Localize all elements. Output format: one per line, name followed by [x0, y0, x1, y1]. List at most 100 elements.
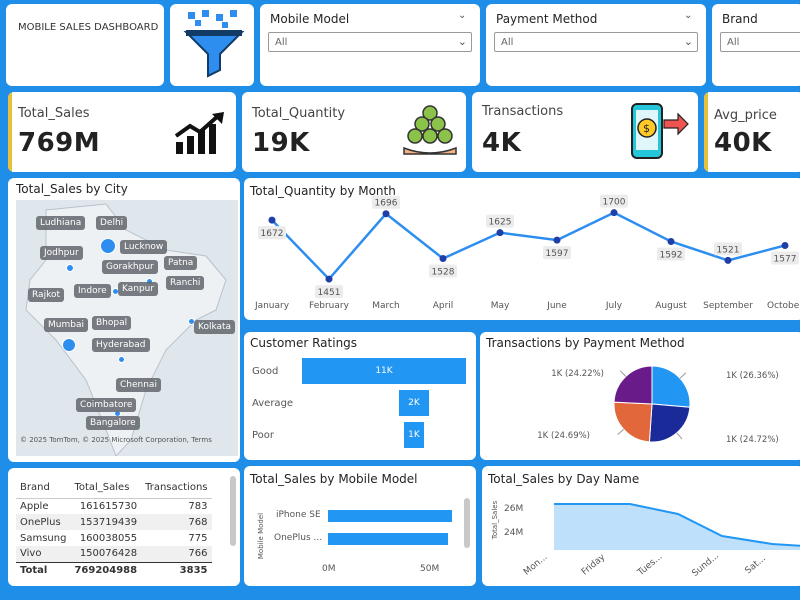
data-point[interactable]	[667, 237, 675, 245]
chart-scrollbar[interactable]	[464, 498, 470, 548]
map-bubble[interactable]	[66, 264, 74, 272]
chart-title: Total_Quantity by Month	[250, 184, 396, 198]
chevron-down-icon: ⌄	[683, 35, 693, 48]
bar[interactable]: 2K	[399, 390, 429, 416]
data-label-bg	[657, 247, 685, 261]
data-point[interactable]	[496, 229, 504, 237]
map-city-label: Rajkot	[28, 288, 64, 302]
brand-table: Brand Total_Sales Transactions Apple 161…	[16, 478, 212, 578]
slicer-value: All	[501, 37, 514, 48]
table-row[interactable]: Apple 161615730 783	[16, 498, 212, 514]
bar[interactable]	[328, 533, 448, 545]
kpi-label: Avg_price	[714, 108, 777, 123]
quantity-line-chart: 1672 January 1451 February 1696 March 1528 Apri…	[254, 194, 800, 311]
pie-slice[interactable]	[613, 401, 653, 443]
map-bubble[interactable]	[62, 338, 76, 352]
chevron-down-icon[interactable]: ⌄	[684, 10, 693, 21]
day-area-chart	[554, 503, 800, 550]
dashboard-title-card: MOBILE SALES DASHBOARD	[6, 4, 164, 86]
x-tick-label: September	[703, 301, 753, 311]
column-header[interactable]: Brand	[16, 478, 71, 499]
data-point[interactable]	[553, 236, 561, 244]
pie-slice[interactable]	[651, 365, 691, 408]
map-city-label: Delhi	[96, 216, 128, 230]
data-label: 1577	[774, 254, 797, 264]
slicer-title: Mobile Model	[270, 12, 350, 26]
x-tick-label: 50M	[420, 564, 440, 574]
bar[interactable]	[328, 510, 452, 522]
data-label-bg	[771, 251, 799, 265]
map-card[interactable]: Total_Sales by City Ludhiana Delhi Jodhp…	[8, 178, 240, 462]
data-point[interactable]	[724, 256, 732, 264]
slicer-brand[interactable]: Brand All	[712, 4, 800, 86]
map-city-label: Indore	[74, 284, 111, 298]
data-label: 1521	[717, 245, 740, 255]
leader-line	[679, 372, 687, 379]
table-cell: 150076428	[70, 546, 142, 562]
slicer-dropdown[interactable]: All ⌄	[268, 32, 472, 52]
chevron-down-icon: ⌄	[457, 35, 467, 48]
table-cell: Total	[16, 561, 71, 578]
data-point[interactable]	[610, 209, 618, 217]
funnel-icon	[183, 10, 245, 78]
map-bubble[interactable]	[100, 238, 116, 254]
data-label: 1592	[660, 250, 683, 260]
category-label: OnePlus ...	[274, 533, 323, 543]
table-cell: 783	[188, 500, 208, 512]
map-attribution: © 2025 TomTom, © 2025 Microsoft Corporat…	[20, 436, 212, 444]
filter-icon-card[interactable]	[170, 4, 254, 86]
y-tick-label: 26M	[504, 504, 524, 514]
kpi-accent	[704, 92, 708, 172]
table-cell: 775	[188, 532, 208, 544]
slicer-value: All	[727, 37, 740, 48]
slicer-dropdown[interactable]: All	[720, 32, 800, 52]
x-tick-label: May	[491, 301, 510, 311]
sales-by-model-card: Total_Sales by Mobile Model Mobile Model…	[244, 466, 476, 586]
column-header[interactable]: Transactions	[141, 478, 212, 499]
data-point[interactable]	[325, 275, 333, 283]
table-cell: 161615730	[79, 500, 138, 512]
map-city-label: Ludhiana	[36, 216, 86, 230]
map-city-label: Patna	[164, 256, 198, 270]
chart-title: Customer Ratings	[250, 336, 358, 350]
map-city-label: Chennai	[116, 378, 161, 392]
chevron-down-icon[interactable]: ⌄	[458, 10, 467, 21]
map-city-label: Hyderabad	[92, 338, 150, 352]
map-canvas[interactable]: Ludhiana Delhi Jodhpur Lucknow Gorakhpur…	[16, 200, 238, 457]
slicer-mobile-model[interactable]: Mobile Model ⌄ All ⌄	[260, 4, 480, 86]
data-label-bg	[486, 214, 514, 228]
x-tick-label: March	[372, 301, 399, 311]
data-point[interactable]	[382, 210, 390, 218]
map-bubble[interactable]	[118, 356, 125, 363]
kpi-total-sales: Total_Sales 769M	[8, 92, 236, 172]
slicer-payment-method[interactable]: Payment Method ⌄ All ⌄	[486, 4, 706, 86]
table-row[interactable]: Vivo 150076428 766	[16, 546, 212, 562]
bar[interactable]: 1K	[404, 422, 424, 448]
trend-chart-icon	[174, 112, 224, 154]
column-header[interactable]: Total_Sales	[70, 478, 142, 499]
pie-slice[interactable]	[648, 403, 691, 443]
table-scrollbar[interactable]	[230, 476, 236, 546]
slice-label: 1K (24.69%)	[537, 431, 590, 441]
x-tick-label: February	[309, 301, 350, 311]
table-row[interactable]: Samsung 160038055 775	[16, 530, 212, 546]
bar[interactable]: 11K	[302, 358, 466, 384]
x-tick-label: August	[655, 301, 687, 311]
slicer-dropdown[interactable]: All ⌄	[494, 32, 698, 52]
table-cell: 768	[141, 514, 212, 530]
map-title: Total_Sales by City	[16, 182, 128, 196]
data-point[interactable]	[439, 255, 447, 263]
data-label-bg	[714, 242, 742, 256]
table-row[interactable]: OnePlus 153719439 768	[16, 514, 212, 530]
data-point[interactable]	[781, 241, 789, 249]
pie-slice[interactable]	[613, 365, 653, 405]
data-point[interactable]	[268, 216, 276, 224]
category-label: Poor	[252, 430, 275, 441]
map-city-label: Coimbatore	[76, 398, 137, 412]
y-axis-title: Mobile Model	[257, 512, 266, 560]
leader-line	[617, 428, 624, 435]
map-city-label: Bhopal	[92, 316, 132, 330]
brand-table-card[interactable]: Brand Total_Sales Transactions Apple 161…	[8, 468, 240, 586]
map-city-label: Kanpur	[118, 282, 159, 296]
payment-pie-chart: 1K (26.36%) 1K (24.72%) 1K (24.69%) 1K (24.…	[537, 365, 779, 445]
